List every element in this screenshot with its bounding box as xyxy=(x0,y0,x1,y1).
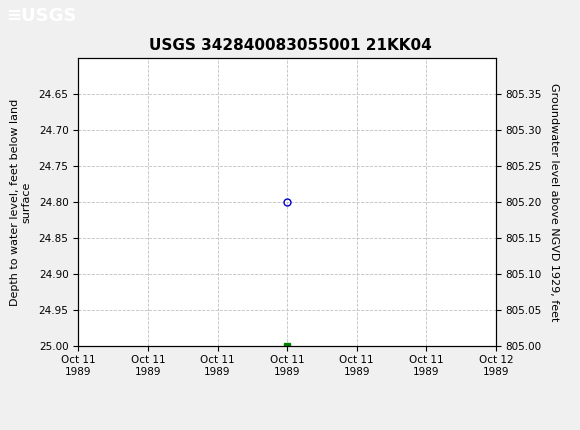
Text: USGS 342840083055001 21KK04: USGS 342840083055001 21KK04 xyxy=(148,38,432,52)
Y-axis label: Groundwater level above NGVD 1929, feet: Groundwater level above NGVD 1929, feet xyxy=(549,83,559,321)
Text: ≡USGS: ≡USGS xyxy=(6,7,77,25)
Y-axis label: Depth to water level, feet below land
surface: Depth to water level, feet below land su… xyxy=(10,98,32,306)
